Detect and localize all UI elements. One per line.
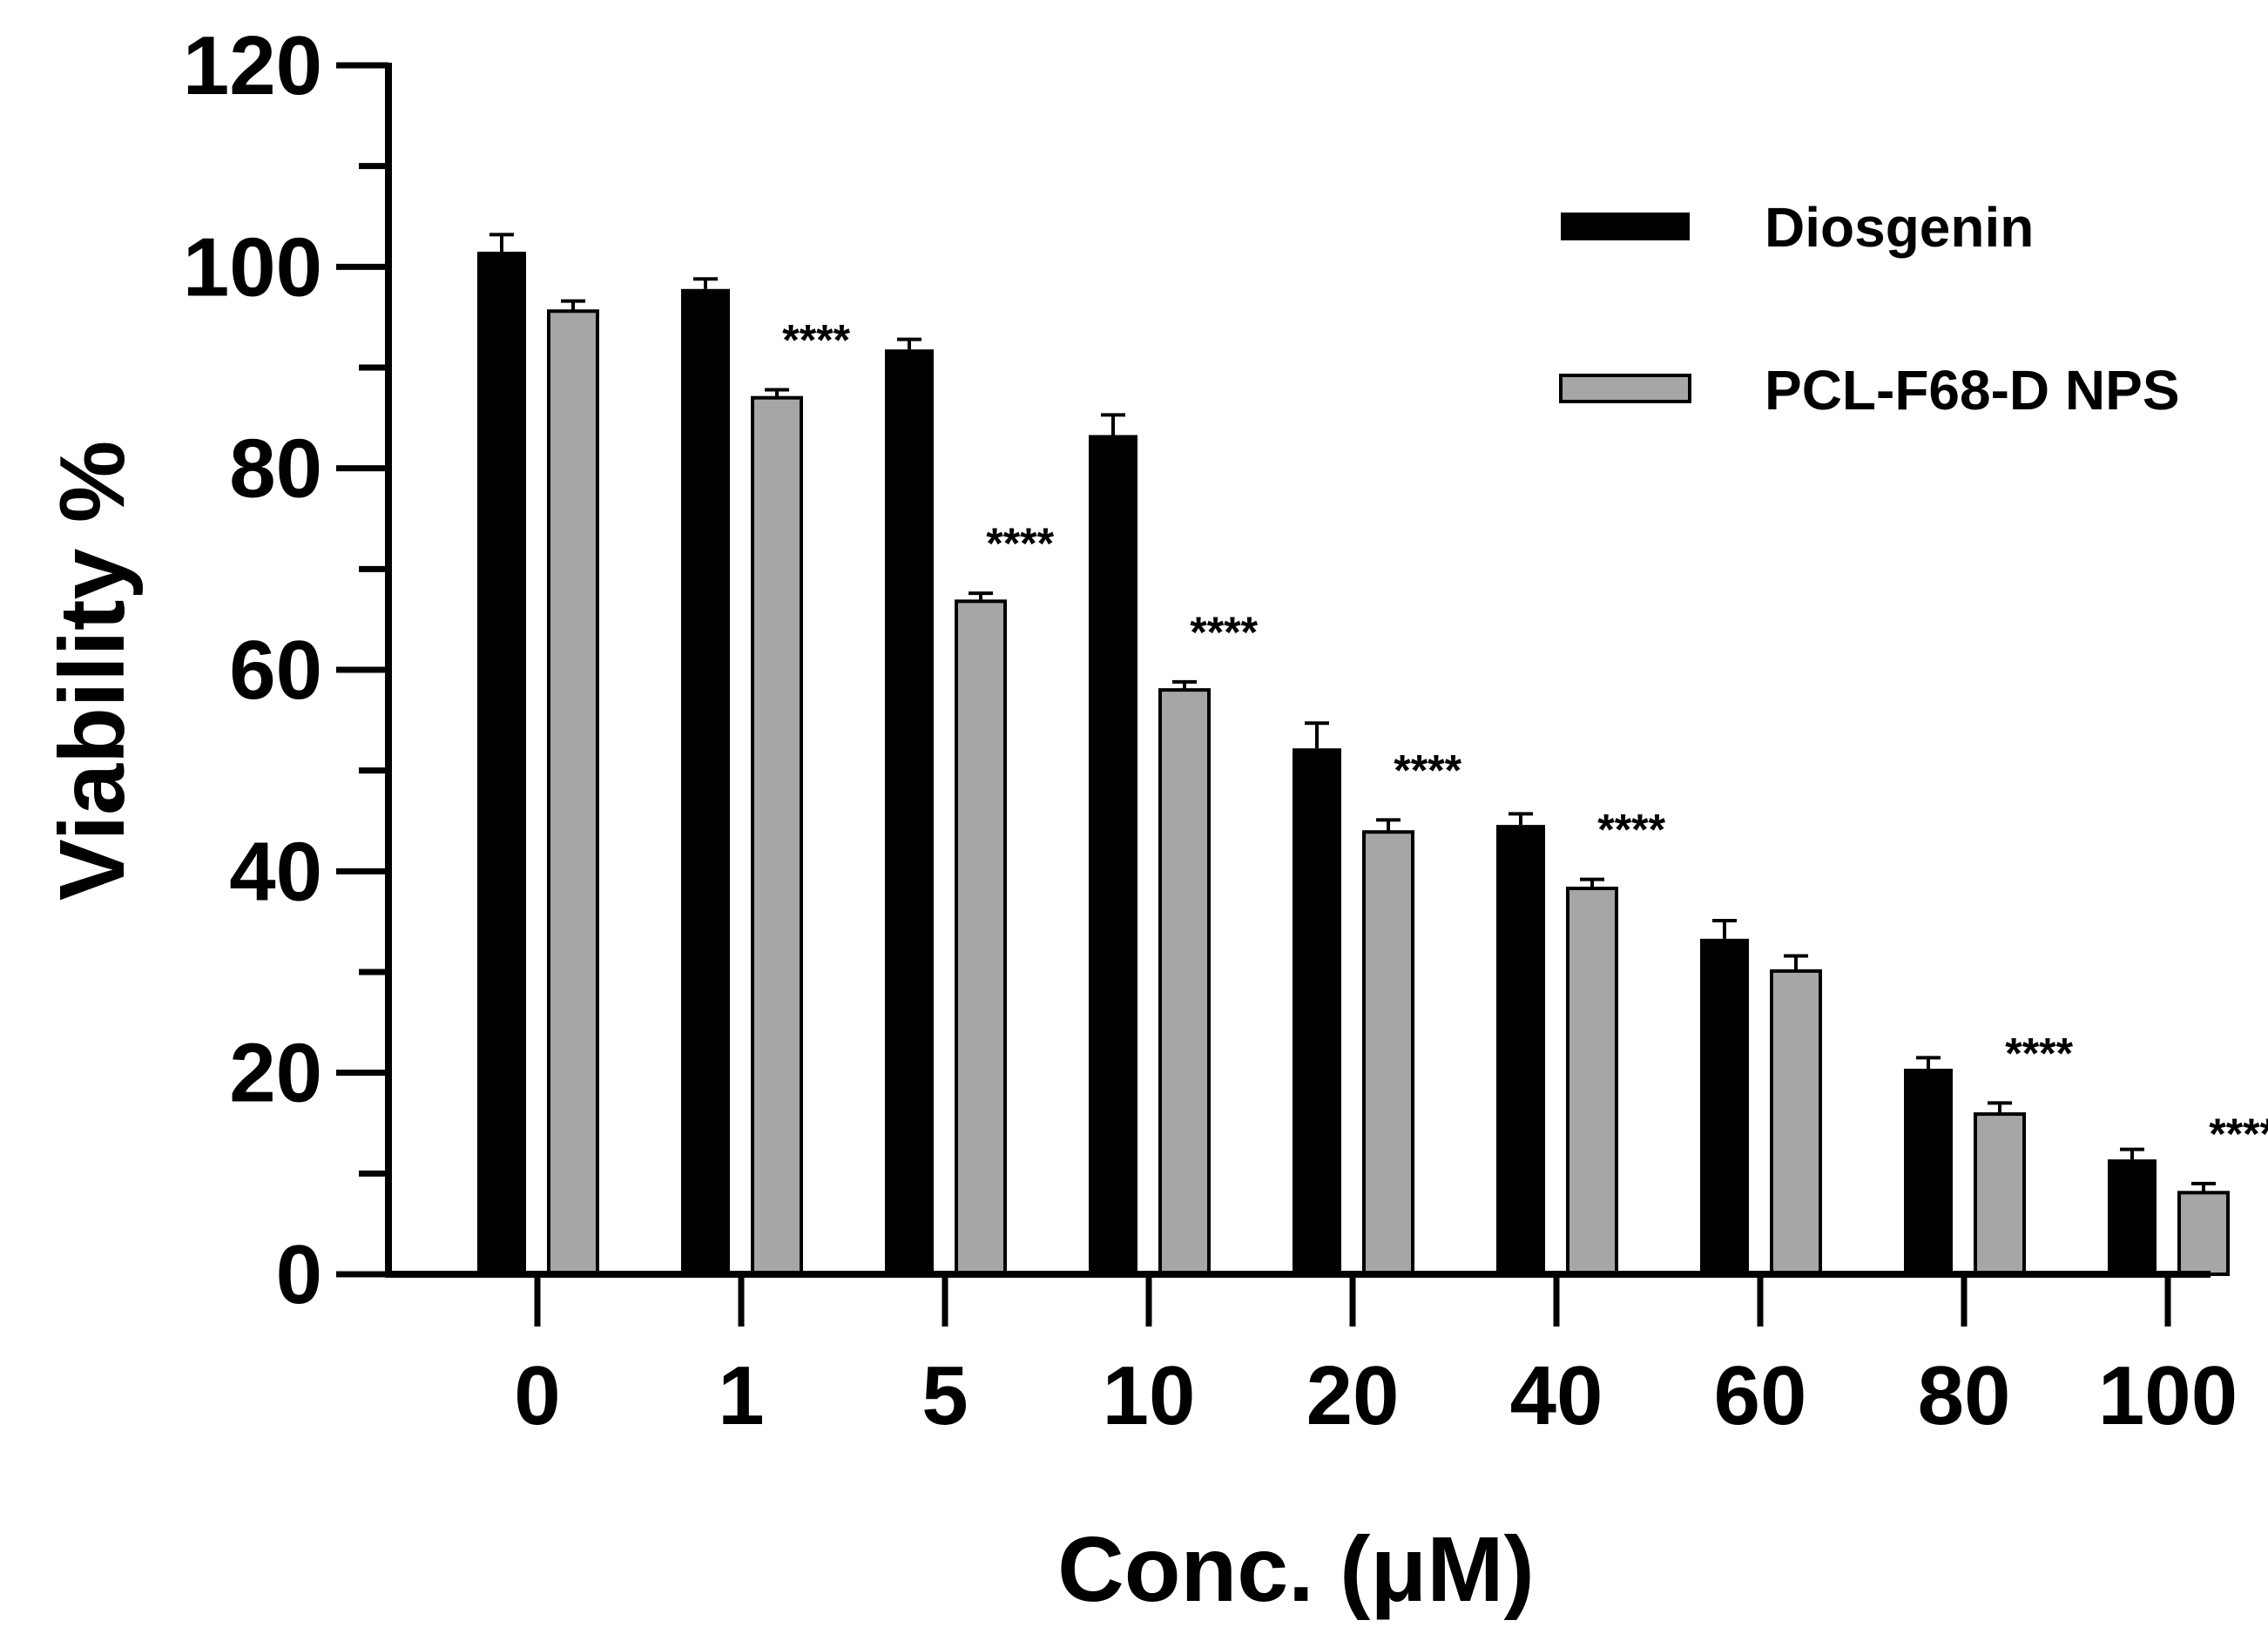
bar-pcl-f68-d-nps xyxy=(2177,1191,2230,1277)
y-tick-label: 0 xyxy=(276,1228,322,1321)
bar-diosgenin xyxy=(885,349,934,1275)
x-tick-label: 40 xyxy=(1510,1349,1603,1442)
bar-diosgenin xyxy=(1089,435,1137,1274)
y-tick-label: 120 xyxy=(183,19,322,112)
bar-diosgenin xyxy=(1904,1069,1953,1274)
bar-diosgenin xyxy=(1700,938,1749,1274)
significance-label: **** xyxy=(782,315,850,364)
significance-label: **** xyxy=(1394,746,1461,794)
significance-label: **** xyxy=(1190,608,1258,657)
x-tick-label: 20 xyxy=(1306,1349,1400,1442)
significance-label: **** xyxy=(2209,1110,2268,1158)
bar-pcl-f68-d-nps xyxy=(1362,830,1414,1276)
significance-label: **** xyxy=(1597,806,1665,854)
legend-swatch-diosgenin xyxy=(1561,213,1690,240)
bar-pcl-f68-d-nps xyxy=(547,309,599,1276)
bar-diosgenin xyxy=(1496,825,1545,1274)
legend-label-diosgenin: Diosgenin xyxy=(1765,196,2034,259)
bar-pcl-f68-d-nps xyxy=(1974,1112,2026,1276)
bar-pcl-f68-d-nps xyxy=(1770,969,1822,1277)
bar-diosgenin xyxy=(681,288,730,1274)
x-tick-label: 100 xyxy=(2098,1349,2238,1442)
y-tick-label: 60 xyxy=(229,624,322,717)
significance-label: **** xyxy=(2005,1029,2073,1077)
bar-pcl-f68-d-nps xyxy=(1566,886,1618,1276)
x-tick-label: 1 xyxy=(718,1349,764,1442)
bar-diosgenin xyxy=(1293,748,1341,1274)
y-tick-label: 20 xyxy=(229,1027,322,1120)
bar-pcl-f68-d-nps xyxy=(1158,688,1211,1276)
bar-pcl-f68-d-nps xyxy=(751,395,803,1276)
x-axis-title: Conc. (μM) xyxy=(1057,1518,1535,1621)
legend-swatch-pcl-f68-d-nps xyxy=(1559,374,1691,403)
significance-label: **** xyxy=(986,519,1054,568)
x-tick-label: 5 xyxy=(921,1349,968,1442)
y-axis-title: Viability % xyxy=(41,441,144,901)
y-tick-label: 40 xyxy=(229,825,322,918)
x-tick-label: 0 xyxy=(514,1349,560,1442)
legend-label-pcl-f68-d-nps: PCL-F68-D NPS xyxy=(1765,359,2180,422)
x-tick-label: 80 xyxy=(1918,1349,2011,1442)
x-tick-label: 60 xyxy=(1714,1349,1807,1442)
y-tick-label: 100 xyxy=(183,220,322,314)
bar-diosgenin xyxy=(2108,1159,2157,1274)
y-tick-label: 80 xyxy=(229,422,322,516)
plot-area xyxy=(477,233,2230,1277)
bar-pcl-f68-d-nps xyxy=(955,599,1007,1276)
bar-diosgenin xyxy=(477,251,526,1274)
x-tick-label: 10 xyxy=(1103,1349,1196,1442)
legend: Diosgenin PCL-F68-D NPS xyxy=(1559,196,2180,422)
